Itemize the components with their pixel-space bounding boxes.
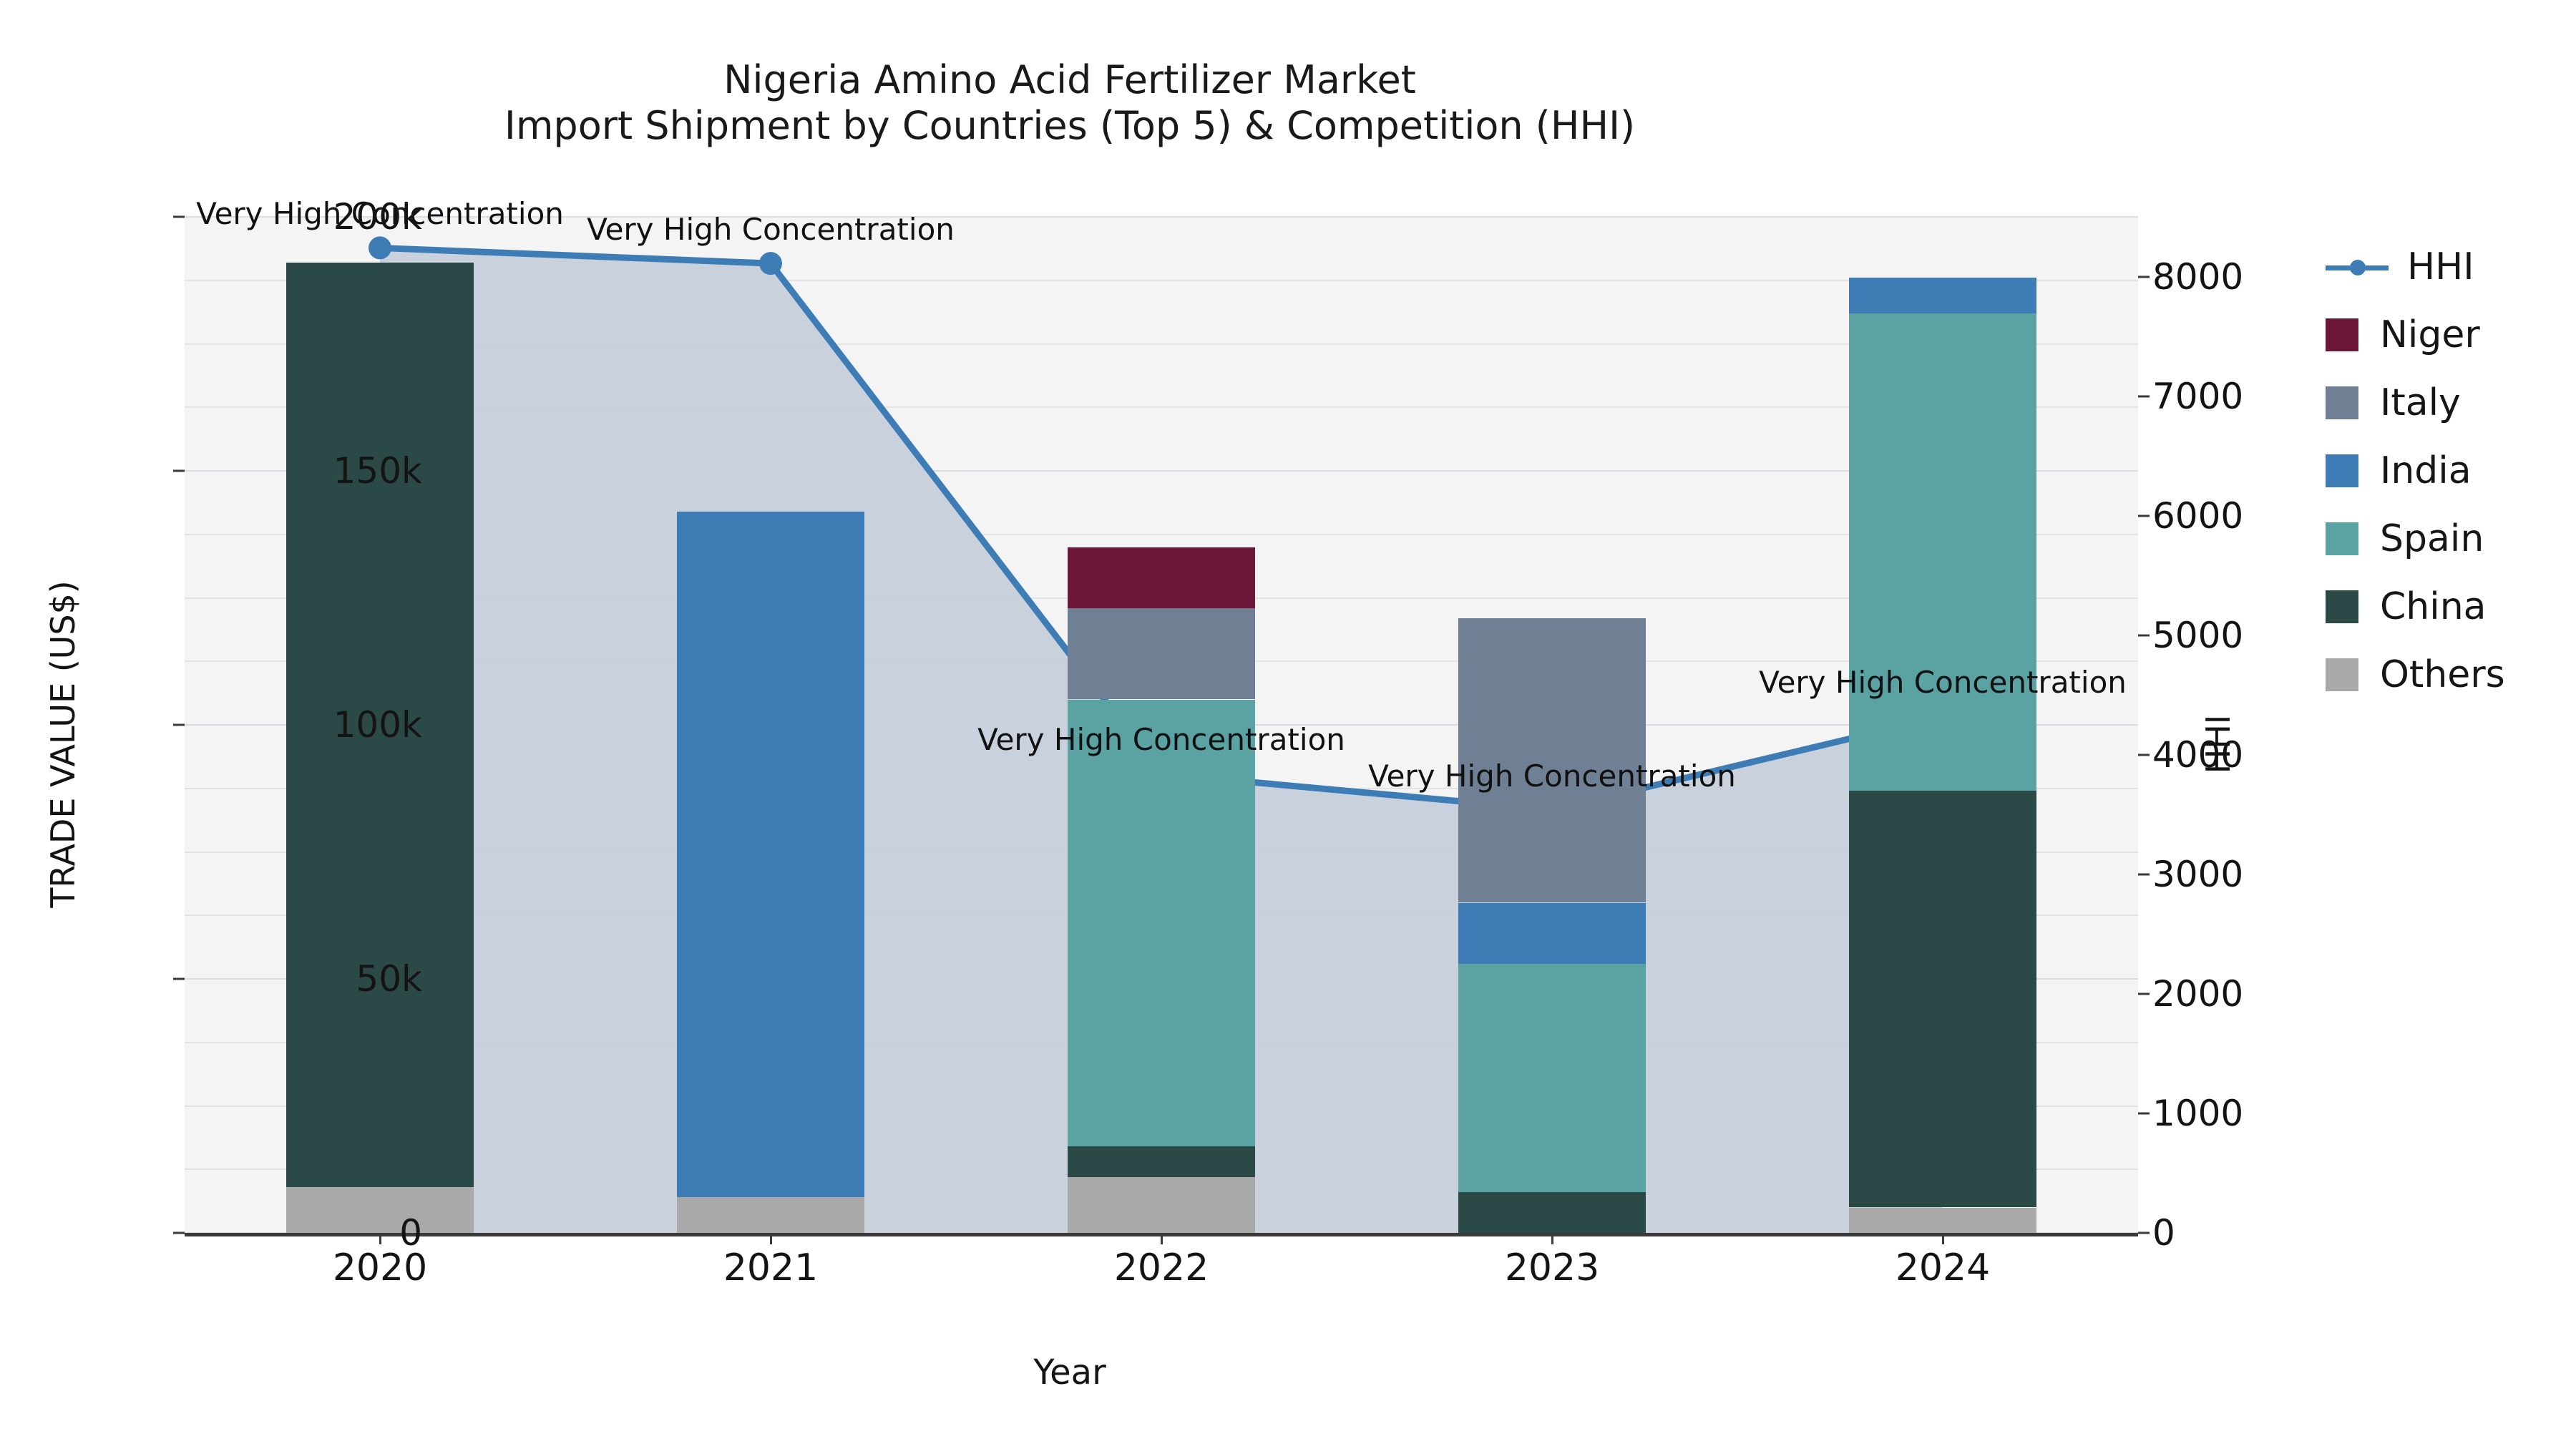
gridline [185,343,2138,345]
bar-segment-spain-2022 [1068,699,1255,1147]
bar-segment-china-2022 [1068,1146,1255,1177]
x-axis-tick-mark [1942,1233,1944,1244]
annotation-very-high-concentration-2023: Very High Concentration [1368,758,1736,794]
bar-segment-spain-2023 [1458,963,1646,1193]
hhi-marker-2021 [759,252,782,275]
annotation-very-high-concentration-2021: Very High Concentration [587,212,955,248]
gridline [185,279,2138,281]
y-axis-left-tick-mark [173,215,185,218]
bar-segment-others-2020 [286,1187,474,1233]
bar-segment-others-2024 [1849,1207,2036,1233]
legend-line-marker-icon [2326,250,2389,283]
legend-item-others[interactable]: Others [2326,640,2576,708]
y-axis-right-tick-mark [2138,1231,2150,1234]
gridline [185,533,2138,535]
gridline [185,406,2138,409]
x-axis-tick-mark [1161,1233,1163,1244]
bar-segment-italy-2022 [1068,608,1255,700]
legend-item-niger[interactable]: Niger [2326,301,2576,369]
y-axis-right-tick-mark [2138,1112,2150,1115]
legend-item-china[interactable]: China [2326,572,2576,640]
x-axis-tick-label-2020: 2020 [332,1246,428,1289]
y-axis-right-tick-label: 4000 [2152,733,2244,776]
x-axis-tick-label-2024: 2024 [1895,1246,1991,1289]
y-axis-right-tick-label: 6000 [2152,494,2244,537]
legend-label-hhi: HHI [2407,245,2474,288]
legend-item-india[interactable]: India [2326,436,2576,504]
legend-swatch-spain [2326,522,2358,555]
x-axis-tick-label-2022: 2022 [1113,1246,1209,1289]
y-axis-right-tick-mark [2138,395,2150,398]
y-axis-right-tick-mark [2138,275,2150,278]
bar-segment-others-2021 [677,1197,864,1233]
chart-title: Nigeria Amino Acid Fertilizer Market Imp… [0,57,2140,148]
y-axis-right-tick-label: 3000 [2152,853,2244,895]
legend-swatch-others [2326,658,2358,691]
legend-label-italy: Italy [2380,381,2461,424]
bar-segment-china-2023 [1458,1192,1646,1233]
hhi-marker-2020 [369,236,391,260]
bar-segment-spain-2024 [1849,313,2036,791]
y-axis-right-tick-label: 5000 [2152,614,2244,656]
y-axis-right-tick-mark [2138,873,2150,876]
y-axis-right-tick-mark [2138,992,2150,995]
legend-swatch-niger [2326,318,2358,351]
x-axis-tick-label-2021: 2021 [723,1246,819,1289]
legend-swatch-italy [2326,386,2358,419]
y-axis-left-tick-mark [173,1231,185,1234]
legend-line-dot-icon [2350,259,2366,275]
y-axis-right-tick-label: 1000 [2152,1092,2244,1134]
chart-title-line-1: Nigeria Amino Acid Fertilizer Market [723,57,1416,102]
legend: HHI Niger Italy India Spain China Others [2326,233,2576,708]
x-axis-tick-mark [770,1233,772,1244]
y-axis-right-tick-label: 8000 [2152,255,2244,298]
bar-segment-niger-2022 [1068,547,1255,608]
x-axis-tick-mark [1551,1233,1553,1244]
annotation-very-high-concentration-2020: Very High Concentration [196,196,564,232]
legend-label-china: China [2380,585,2487,628]
y-axis-left-tick-mark [173,469,185,472]
gridline [185,216,2138,218]
y-axis-left-tick-label: 200k [333,196,422,238]
y-axis-right-tick-label: 2000 [2152,972,2244,1015]
x-axis-title: Year [1033,1352,1106,1392]
legend-item-hhi[interactable]: HHI [2326,233,2576,301]
y-axis-right-tick-label: 0 [2152,1212,2175,1254]
y-axis-right-tick-mark [2138,634,2150,637]
y-axis-left-tick-mark [173,977,185,980]
legend-swatch-china [2326,590,2358,623]
legend-label-spain: Spain [2380,517,2484,560]
legend-item-spain[interactable]: Spain [2326,504,2576,572]
legend-item-italy[interactable]: Italy [2326,369,2576,436]
x-axis-tick-mark [379,1233,381,1244]
y-axis-left-title: TRADE VALUE (US$) [44,580,82,908]
y-axis-right-tick-mark [2138,514,2150,517]
y-axis-left-tick-label: 0 [399,1212,422,1254]
chart-title-line-2: Import Shipment by Countries (Top 5) & C… [504,102,1636,148]
annotation-very-high-concentration-2022: Very High Concentration [977,722,1345,758]
y-axis-left-tick-label: 50k [356,958,422,1000]
annotation-very-high-concentration-2024: Very High Concentration [1759,665,2127,701]
x-axis-tick-label-2023: 2023 [1504,1246,1600,1289]
bar-segment-china-2020 [286,262,474,1188]
y-axis-left-tick-mark [173,723,185,726]
legend-label-india: India [2380,449,2472,492]
bar-segment-italy-2023 [1458,618,1646,903]
legend-label-niger: Niger [2380,313,2480,356]
bar-segment-india-2023 [1458,902,1646,964]
bar-segment-india-2024 [1849,278,2036,313]
y-axis-left-tick-label: 100k [333,704,422,746]
y-axis-left-tick-label: 150k [333,450,422,492]
bar-segment-india-2021 [677,511,864,1198]
bar-segment-china-2024 [1849,791,2036,1208]
bar-segment-others-2022 [1068,1176,1255,1233]
y-axis-right-title: HHI [2199,714,2238,774]
gridline [185,470,2138,472]
legend-swatch-india [2326,454,2358,487]
y-axis-right-tick-label: 7000 [2152,375,2244,417]
y-axis-right-tick-mark [2138,753,2150,756]
legend-label-others: Others [2380,653,2505,696]
